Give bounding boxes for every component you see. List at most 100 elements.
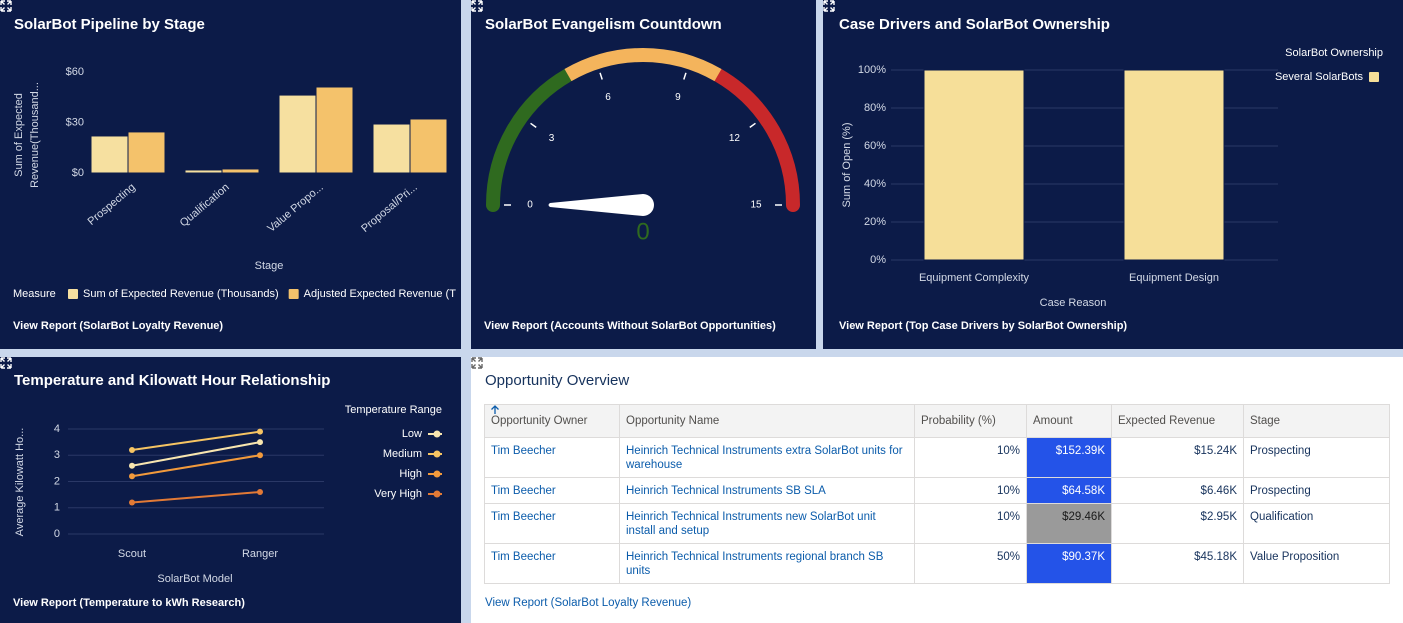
series-line — [131, 491, 261, 504]
table-cell: $6.46K — [1111, 477, 1244, 504]
y-axis-label: Sum of Expected — [13, 93, 25, 177]
gauge-tick-label: 0 — [527, 200, 533, 211]
gauge-band — [486, 68, 575, 212]
table-row: Tim Beecher Heinrich Technical Instrument… — [484, 543, 1390, 584]
legend-label: Adjusted Expected Revenue (T — [304, 288, 457, 300]
x-axis-label: Case Reason — [1040, 297, 1107, 309]
table-cell[interactable]: Tim Beecher — [484, 477, 620, 504]
table-cell: Prospecting — [1243, 437, 1390, 478]
bar — [221, 168, 260, 174]
table-body: Tim Beecher Heinrich Technical Instrument… — [484, 437, 1390, 584]
expand-icon[interactable] — [471, 357, 483, 369]
chart: Temperature and Kilowatt Hour Relationsh… — [13, 372, 442, 609]
y-tick-label: $0 — [72, 167, 84, 179]
bar — [315, 86, 354, 174]
table-cell[interactable]: Heinrich Technical Instruments regional … — [619, 543, 915, 584]
column-header[interactable]: Expected Revenue — [1111, 404, 1244, 438]
x-tick-label: Equipment Design — [1129, 272, 1219, 284]
column-header[interactable]: Amount — [1026, 404, 1112, 438]
point — [129, 462, 135, 469]
table-cell: $29.46K — [1026, 503, 1112, 544]
table-cell: $15.24K — [1111, 437, 1244, 478]
y-tick-label: 2 — [54, 475, 60, 487]
chart: Case Drivers and SolarBot Ownership 0% 20%… — [839, 16, 1383, 332]
x-tick-label: Scout — [118, 548, 146, 560]
legend-label: Sum of Expected Revenue (Thousands) — [83, 288, 279, 300]
header-row: Opportunity Owner Opportunity Name Probabi… — [484, 404, 1390, 438]
table-cell[interactable]: Heinrich Technical Instruments SB SLA — [619, 477, 915, 504]
table-cell[interactable]: Tim Beecher — [484, 543, 620, 584]
table-row: Tim Beecher Heinrich Technical Instrument… — [484, 437, 1390, 478]
point — [129, 447, 135, 453]
y-tick-label: 80% — [864, 102, 886, 114]
legend-swatch — [433, 470, 441, 478]
legend-title: Temperature Range — [345, 404, 442, 416]
gauge-needle — [548, 194, 654, 216]
legend-swatch — [433, 490, 441, 498]
y-axis-label: Sum of Open (%) — [841, 123, 853, 208]
bar — [184, 169, 223, 174]
gauge-band — [564, 48, 722, 82]
table-cell[interactable]: Heinrich Technical Instruments extra Sol… — [619, 437, 915, 478]
y-tick-label: $30 — [66, 116, 84, 128]
chart-title: SolarBot Evangelism Countdown — [485, 16, 722, 33]
legend-label: Very High — [374, 488, 422, 500]
legend-swatch — [433, 450, 441, 458]
point — [257, 428, 263, 435]
gauge-tick — [530, 122, 537, 129]
chart: SolarBot Evangelism Countdown 0 3 6 9 12 15 0 Vi… — [484, 16, 800, 332]
expand-icon[interactable] — [0, 0, 12, 12]
series-line — [131, 430, 261, 451]
table-cell: $152.39K — [1026, 437, 1112, 478]
point — [257, 489, 263, 495]
x-tick-label: Equipment Complexity — [919, 272, 1030, 284]
x-tick-label: Value Propo... — [265, 181, 325, 234]
column-header[interactable]: Stage — [490, 404, 1390, 438]
x-tick-label: Qualification — [178, 181, 232, 229]
y-tick-label: 20% — [864, 216, 886, 228]
y-axis-label: Average Kilowatt Ho... — [14, 428, 26, 537]
series-line — [131, 441, 261, 467]
report-link[interactable]: View Report (Temperature to kWh Research… — [13, 597, 245, 609]
point — [257, 452, 263, 459]
expand-icon[interactable] — [0, 357, 12, 369]
y-tick-label: 60% — [864, 140, 886, 152]
legend-swatch — [288, 289, 299, 299]
gauge-value: 0 — [636, 218, 649, 245]
report-link[interactable]: View Report (Accounts Without SolarBot O… — [484, 320, 776, 332]
bar — [409, 118, 448, 174]
table-row: Tim Beecher Heinrich Technical Instrument… — [484, 503, 1390, 544]
table-cell: 50% — [914, 543, 1027, 584]
gauge-tick-label: 3 — [549, 133, 555, 144]
table-cell[interactable]: Heinrich Technical Instruments new Solar… — [619, 503, 915, 544]
y-tick-label: 0% — [870, 254, 886, 266]
column-header[interactable]: Probability (%) — [914, 404, 1027, 438]
report-link[interactable]: View Report (Top Case Drivers by SolarBo… — [839, 320, 1127, 332]
y-tick-label: 4 — [54, 423, 60, 435]
table-cell: 10% — [914, 477, 1027, 504]
y-tick-label: 100% — [858, 64, 886, 76]
column-header[interactable]: Opportunity Owner — [484, 404, 620, 438]
expand-icon[interactable] — [471, 0, 483, 12]
table-cell: 10% — [914, 437, 1027, 478]
table-cell: $45.18K — [1111, 543, 1244, 584]
column-header[interactable]: Opportunity Name — [619, 404, 915, 438]
table-cell[interactable]: Tim Beecher — [484, 503, 620, 544]
gauge-tick — [749, 122, 756, 129]
legend-label: High — [399, 468, 422, 480]
bar — [127, 131, 166, 174]
table-cell[interactable]: Tim Beecher — [484, 437, 620, 478]
legend-label: Several SolarBots — [1275, 71, 1364, 83]
x-tick-label: Ranger — [242, 548, 278, 560]
gauge-tick-label: 15 — [750, 200, 762, 211]
chart-title: SolarBot Pipeline by Stage — [14, 16, 205, 33]
bar — [372, 123, 411, 174]
series-line — [131, 454, 261, 478]
gauge-tick-label: 12 — [729, 133, 741, 144]
gauge-tick — [599, 72, 603, 80]
bar — [278, 94, 317, 174]
report-link[interactable]: View Report (SolarBot Loyalty Revenue) — [485, 597, 692, 609]
expand-icon[interactable] — [823, 0, 835, 12]
report-link[interactable]: View Report (SolarBot Loyalty Revenue) — [13, 320, 223, 332]
